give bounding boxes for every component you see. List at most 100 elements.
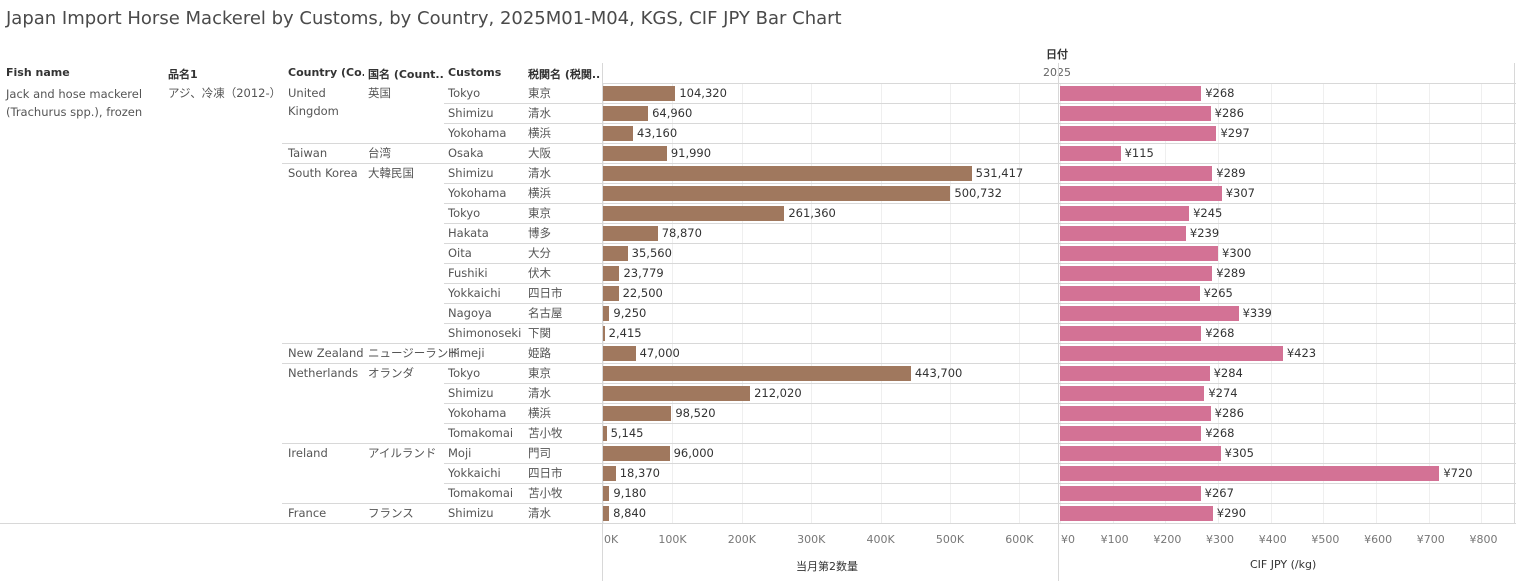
zeikan-cell: 下関 (528, 326, 551, 340)
customs-cell: Yokohama (448, 186, 507, 200)
row-divider (444, 123, 1516, 124)
bar-cif (1060, 145, 1121, 161)
bar-cif (1060, 385, 1205, 401)
zeikan-cell: 横浜 (528, 126, 551, 140)
customs-cell: Tokyo (448, 86, 481, 100)
bar-label-cif: ¥265 (1203, 286, 1233, 300)
bar-label-cif: ¥289 (1216, 166, 1246, 180)
bar-cif (1060, 345, 1283, 361)
header-kokumei[interactable]: 国名 (Count.. (368, 68, 444, 81)
bar-quantity (603, 445, 670, 461)
bar-cif (1060, 485, 1201, 501)
bar-label-cif: ¥274 (1208, 386, 1238, 400)
customs-cell: Tokyo (448, 206, 481, 220)
zeikan-cell: 姫路 (528, 346, 551, 360)
tick-label-cif: ¥0 (1061, 533, 1075, 546)
axis-divider (602, 523, 603, 581)
bar-quantity (603, 205, 785, 221)
customs-cell: Shimizu (448, 506, 494, 520)
bar-label-quantity: 212,020 (754, 386, 802, 400)
country-cell: Ireland (288, 446, 328, 460)
bar-quantity (603, 165, 972, 181)
row-divider (444, 103, 1516, 104)
header-hinmei[interactable]: 品名1 (168, 68, 198, 81)
bar-quantity (603, 85, 676, 101)
zeikan-cell: 東京 (528, 86, 551, 100)
row-divider (444, 323, 1516, 324)
bar-cif (1060, 445, 1221, 461)
tick-label-quantity: 500K (935, 533, 965, 546)
date-field-header: 日付 (1046, 48, 1068, 61)
country-cell: Taiwan (288, 146, 328, 160)
bar-label-quantity: 8,840 (613, 506, 647, 520)
bar-label-quantity: 43,160 (636, 126, 678, 140)
kokumei-cell: フランス (368, 506, 414, 520)
zeikan-cell: 四日市 (528, 466, 563, 480)
bar-quantity (603, 285, 619, 301)
bar-cif (1060, 285, 1200, 301)
bar-label-cif: ¥423 (1286, 346, 1317, 360)
bar-label-quantity: 47,000 (639, 346, 680, 360)
bar-quantity (603, 365, 911, 381)
tick-label-cif: ¥700 (1416, 533, 1445, 546)
bar-quantity (603, 405, 672, 421)
zeikan-cell: 四日市 (528, 286, 563, 300)
bar-label-cif: ¥268 (1205, 326, 1235, 340)
bar-label-cif: ¥300 (1222, 246, 1252, 260)
bar-label-cif: ¥267 (1204, 486, 1234, 500)
group-divider (282, 343, 1516, 344)
customs-cell: Himeji (448, 346, 485, 360)
bar-cif (1060, 225, 1186, 241)
bar-cif (1060, 205, 1190, 221)
header-customs[interactable]: Customs (448, 66, 502, 79)
bar-cif (1060, 465, 1440, 481)
header-zeikan[interactable]: 税関名 (税関.. (528, 68, 601, 81)
bar-label-quantity: 98,520 (675, 406, 716, 420)
customs-cell: Yokkaichi (448, 286, 501, 300)
row-divider (444, 383, 1516, 384)
bar-quantity (603, 385, 751, 401)
bar-cif (1060, 425, 1202, 441)
row-divider (444, 463, 1516, 464)
customs-cell: Nagoya (448, 306, 492, 320)
zeikan-cell: 大阪 (528, 146, 551, 160)
zeikan-cell: 苫小牧 (528, 486, 563, 500)
bar-label-quantity: 443,700 (914, 366, 963, 380)
customs-cell: Oita (448, 246, 472, 260)
group-divider (282, 163, 1516, 164)
row-divider (444, 283, 1516, 284)
tick-label-quantity: 200K (727, 533, 756, 546)
tick-label-cif: ¥800 (1469, 533, 1498, 546)
customs-cell: Osaka (448, 146, 484, 160)
group-divider (282, 443, 1516, 444)
customs-cell: Shimizu (448, 386, 494, 400)
row-divider (444, 483, 1516, 484)
row-divider (444, 223, 1516, 224)
group-divider (282, 503, 1516, 504)
axis-divider (1058, 523, 1059, 581)
header-country[interactable]: Country (Co.. (288, 66, 364, 79)
kokumei-cell: ニュージーランド (368, 346, 460, 360)
country-cell: New Zealand (288, 346, 364, 360)
bar-label-quantity: 18,370 (619, 466, 660, 480)
group-divider (282, 363, 1516, 364)
customs-cell: Shimizu (448, 166, 494, 180)
tick-label-cif: ¥200 (1153, 533, 1182, 546)
bar-cif (1060, 505, 1213, 521)
bar-label-quantity: 22,500 (622, 286, 663, 300)
bar-quantity (603, 185, 951, 201)
table-bottom-border (0, 523, 1516, 524)
zeikan-cell: 清水 (528, 386, 551, 400)
tick-label-cif: ¥100 (1100, 533, 1129, 546)
kokumei-cell: 英国 (368, 86, 391, 100)
bar-label-quantity: 5,145 (610, 426, 644, 440)
header-fish-name[interactable]: Fish name (6, 66, 70, 79)
country-cell: Netherlands (288, 366, 359, 380)
tick-label-cif: ¥600 (1364, 533, 1393, 546)
bar-label-cif: ¥286 (1214, 406, 1244, 420)
row-divider (444, 243, 1516, 244)
zeikan-cell: 清水 (528, 506, 551, 520)
bar-label-cif: ¥268 (1205, 86, 1235, 100)
customs-cell: Fushiki (448, 266, 488, 280)
bar-label-cif: ¥720 (1443, 466, 1473, 480)
